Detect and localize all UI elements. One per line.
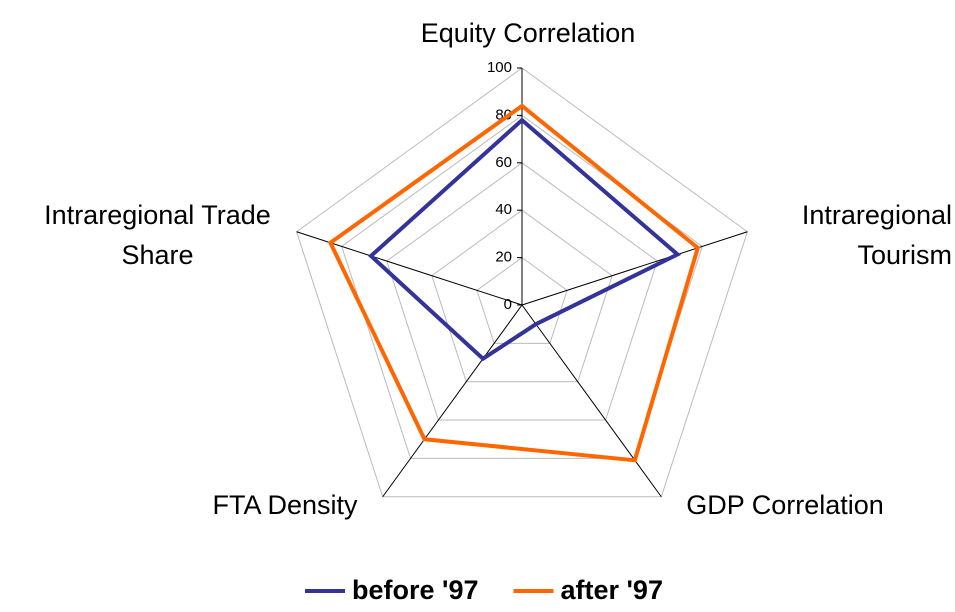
tick-label: 0 [504,296,512,313]
axis-label: GDP Correlation [686,490,884,520]
spoke [521,231,748,306]
tick-label: 20 [495,249,512,266]
tick-label: 60 [495,154,512,171]
spoke [382,304,523,498]
grid-line [341,114,703,459]
axis-label: Equity Correlation [420,18,636,48]
grid-line [431,209,613,383]
series-line [327,103,701,463]
axis-label: FTA Density [212,490,358,520]
tick-label: 80 [495,106,512,123]
tick-label: 100 [487,59,512,76]
grid-line [296,67,748,498]
legend-label: after '97 [560,575,662,605]
legend-label: before '97 [352,575,478,605]
axis-label: Intraregional Trade Share [44,200,271,270]
grid-line [386,162,658,421]
spoke [296,231,523,306]
axis-label: Intraregional Tourism [801,200,952,270]
tick-label: 40 [495,201,512,218]
spoke [521,304,662,498]
series-line [368,117,682,362]
grid-line [476,256,568,344]
